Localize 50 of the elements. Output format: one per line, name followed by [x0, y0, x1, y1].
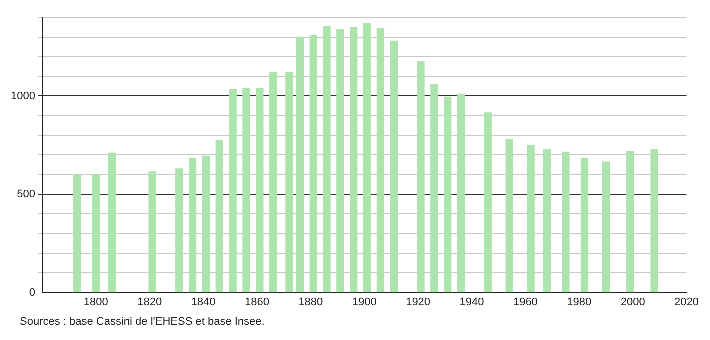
- x-tick-label: 1920: [406, 296, 431, 308]
- bar: [310, 34, 318, 293]
- bar: [506, 139, 514, 293]
- y-tick-label: 500: [17, 188, 36, 201]
- bar: [92, 174, 100, 293]
- x-tick-label: 1900: [352, 296, 377, 308]
- bar: [74, 174, 82, 293]
- x-tick-label: 2000: [620, 296, 646, 308]
- y-tick-label: 0: [29, 286, 36, 299]
- bar: [580, 158, 589, 293]
- bar: [296, 36, 304, 293]
- bar: [543, 148, 551, 293]
- source-note: Sources : base Cassini de l'EHESS et base Insee.: [20, 316, 266, 328]
- bar: [527, 145, 535, 293]
- bar: [270, 72, 278, 293]
- x-tick-label: 1880: [298, 296, 324, 308]
- x-tick-label: 1840: [191, 296, 216, 308]
- bar: [562, 152, 570, 293]
- bar: [148, 172, 156, 293]
- bar: [602, 162, 610, 293]
- x-tick-label: 2020: [674, 296, 700, 308]
- bar: [417, 62, 425, 293]
- bar: [363, 23, 372, 293]
- bar: [350, 27, 358, 293]
- y-tick-label: 1000: [10, 90, 36, 102]
- bar: [229, 89, 237, 293]
- bar: [390, 40, 398, 293]
- bar: [484, 112, 492, 293]
- x-tick-label: 1800: [84, 296, 108, 308]
- x-tick-label: 1860: [244, 296, 270, 308]
- bar: [323, 26, 331, 293]
- bar: [108, 152, 116, 293]
- bar: [444, 96, 452, 293]
- x-tick-label: 1820: [138, 296, 162, 308]
- bar: [188, 158, 197, 293]
- bar: [242, 88, 250, 293]
- bar: [376, 28, 385, 293]
- bar: [650, 148, 658, 293]
- bar: [336, 29, 344, 293]
- x-tick-label: 1980: [567, 296, 592, 308]
- bar: [286, 72, 294, 293]
- x-tick-label: 1940: [460, 296, 484, 308]
- bar: [457, 94, 466, 293]
- bar: [626, 150, 634, 293]
- bar: [430, 84, 438, 293]
- bar: [202, 156, 210, 293]
- bar: [216, 140, 224, 293]
- bar: [176, 168, 184, 293]
- bar: [256, 88, 264, 293]
- x-tick-label: 1960: [513, 296, 538, 308]
